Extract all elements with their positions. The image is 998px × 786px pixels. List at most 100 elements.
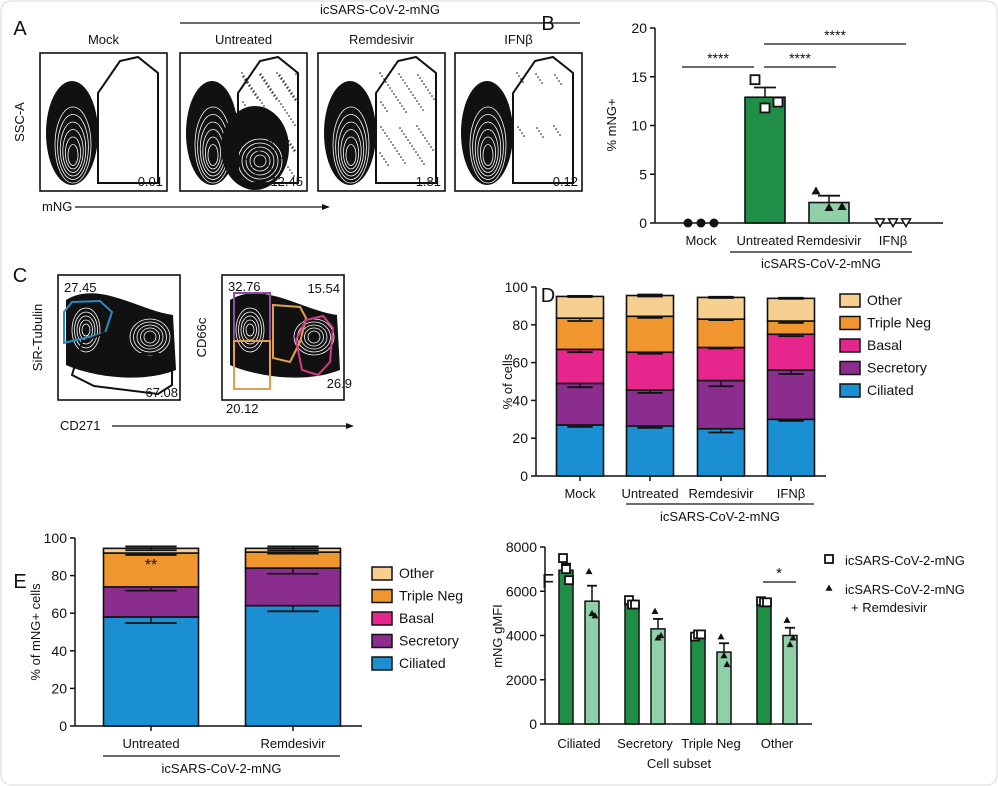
ciliated-gate [63,299,114,345]
flow-event-dot [261,77,263,79]
flow-event-dot [280,103,282,105]
flow-event-dot [270,168,272,170]
flow-contour-ring [136,324,164,350]
panel-d-bar-segment-ciliated [696,427,746,477]
panel-b-data-point [887,218,899,229]
flow-event-dot [391,90,393,92]
flow-event-dot [404,82,406,84]
flow-event-dot [254,94,256,96]
flow-event-dot [254,144,256,146]
flow-event-dot [252,91,254,93]
flow-event-dot [558,80,560,82]
legend-label: Basal [399,610,434,626]
panel-e-y-tick-label: 40 [51,643,67,659]
panel-d-bar-segment-other [696,296,746,320]
flow-event-dot [422,109,424,111]
flow-event-dot [399,127,401,129]
panel-b-group-label: icSARS-CoV-2-mNG [761,256,881,271]
flow-event-dot [421,160,423,162]
flow-event-dot [402,159,404,161]
flow-event-dot [278,100,280,102]
gate-percentage: 15.54 [307,281,340,296]
panel-f-bar [624,603,640,725]
legend-marker-triangle [825,584,833,591]
panel-f-bar [782,634,798,725]
flow-event-dot [421,80,423,82]
flow-event-dot [251,167,253,169]
legend-label: Secretory [399,633,459,649]
flow-event-dot [269,114,271,116]
triple-neg-gate [233,340,271,390]
flow-contour-ring [65,136,82,170]
flow-plot-title: Remdesivir [349,32,415,47]
significance-stars: ** [145,557,157,574]
panel-f-data-point [561,564,571,575]
flow-event-dot [263,130,265,132]
flow-event-dot [278,75,280,77]
panel-f-bar [650,628,666,725]
gate-percentage: 1.81 [416,174,441,189]
flow-contour-ring [74,311,98,349]
flow-event-dot [261,127,263,129]
flow-event-dot [258,125,260,127]
flow-event-dot [400,156,402,158]
gate-percentage: 0.01 [138,174,163,189]
flow-contour-ring [474,121,502,177]
arrow-head-icon [346,423,354,429]
flow-event-dot [521,132,523,134]
flow-event-dot [403,133,405,135]
legend-marker-square [824,554,834,564]
flow-contour-ring [59,121,87,177]
flow-event-dot [275,123,277,125]
flow-contour-ring [469,106,507,184]
flow-event-dot [386,110,388,112]
panel-d-bar-segment-triple-neg [696,318,746,349]
panel-e-bar-segment-ciliated [244,604,342,727]
flow-event-dot [553,125,555,127]
flow-event-dot [522,81,524,83]
flow-contour-ring [140,327,160,347]
panel-b-y-axis-label: % mNG+ [604,98,619,151]
panel-b-x-tick-label: IFNβ [879,233,907,248]
flow-event-dot [283,135,285,137]
flow-event-dot [249,84,251,86]
panel-d-x-tick-label: Remdesivir [688,486,754,501]
flow-event-dot [404,162,406,164]
flow-event-dot [275,148,277,150]
gate-percentage: 26.9 [327,376,352,391]
flow-event-dot [420,106,422,108]
flow-event-dot [295,98,297,100]
panel-f-data-point [657,632,665,639]
panel-d-bar-segment-other [625,294,675,318]
legend-label: Triple Neg [399,588,463,604]
flow-event-dot [414,97,416,99]
panel-f-bar [756,601,772,725]
flow-event-dot [286,137,288,139]
flow-event-dot [293,175,295,177]
panel-d-bar-segment-triple-neg [555,317,605,351]
flow-event-dot [418,103,420,105]
legend-swatch-ciliated [839,383,861,398]
flow-event-dot [246,82,248,84]
gate-percentage: 27.45 [64,280,97,295]
panel-d-bar-segment-basal [766,333,816,371]
flow-event-dot [284,109,286,111]
flow-event-dot [538,130,540,132]
panel-d-bar-segment-ciliated [555,424,605,477]
flow-event-dot [243,75,245,77]
panel-b-y-tick-label: 15 [631,69,647,85]
panel-d-bar-segment-other [555,295,605,319]
flow-event-dot [411,145,413,147]
panel-f-x-tick-label: Other [761,736,794,751]
flow-event-dot [272,146,274,148]
flow-event-dot [263,105,265,107]
flow-density-blob [230,293,340,378]
flow-event-dot [408,88,410,90]
panel-b-y-tick-label: 20 [631,20,647,36]
flow-event-dot [289,89,291,91]
flow-contour-ring [482,144,494,166]
flow-contour-ring [472,114,504,180]
panel-b-y-tick-label: 10 [631,118,647,134]
flow-event-dot [256,122,258,124]
flow-event-dot [284,134,286,136]
